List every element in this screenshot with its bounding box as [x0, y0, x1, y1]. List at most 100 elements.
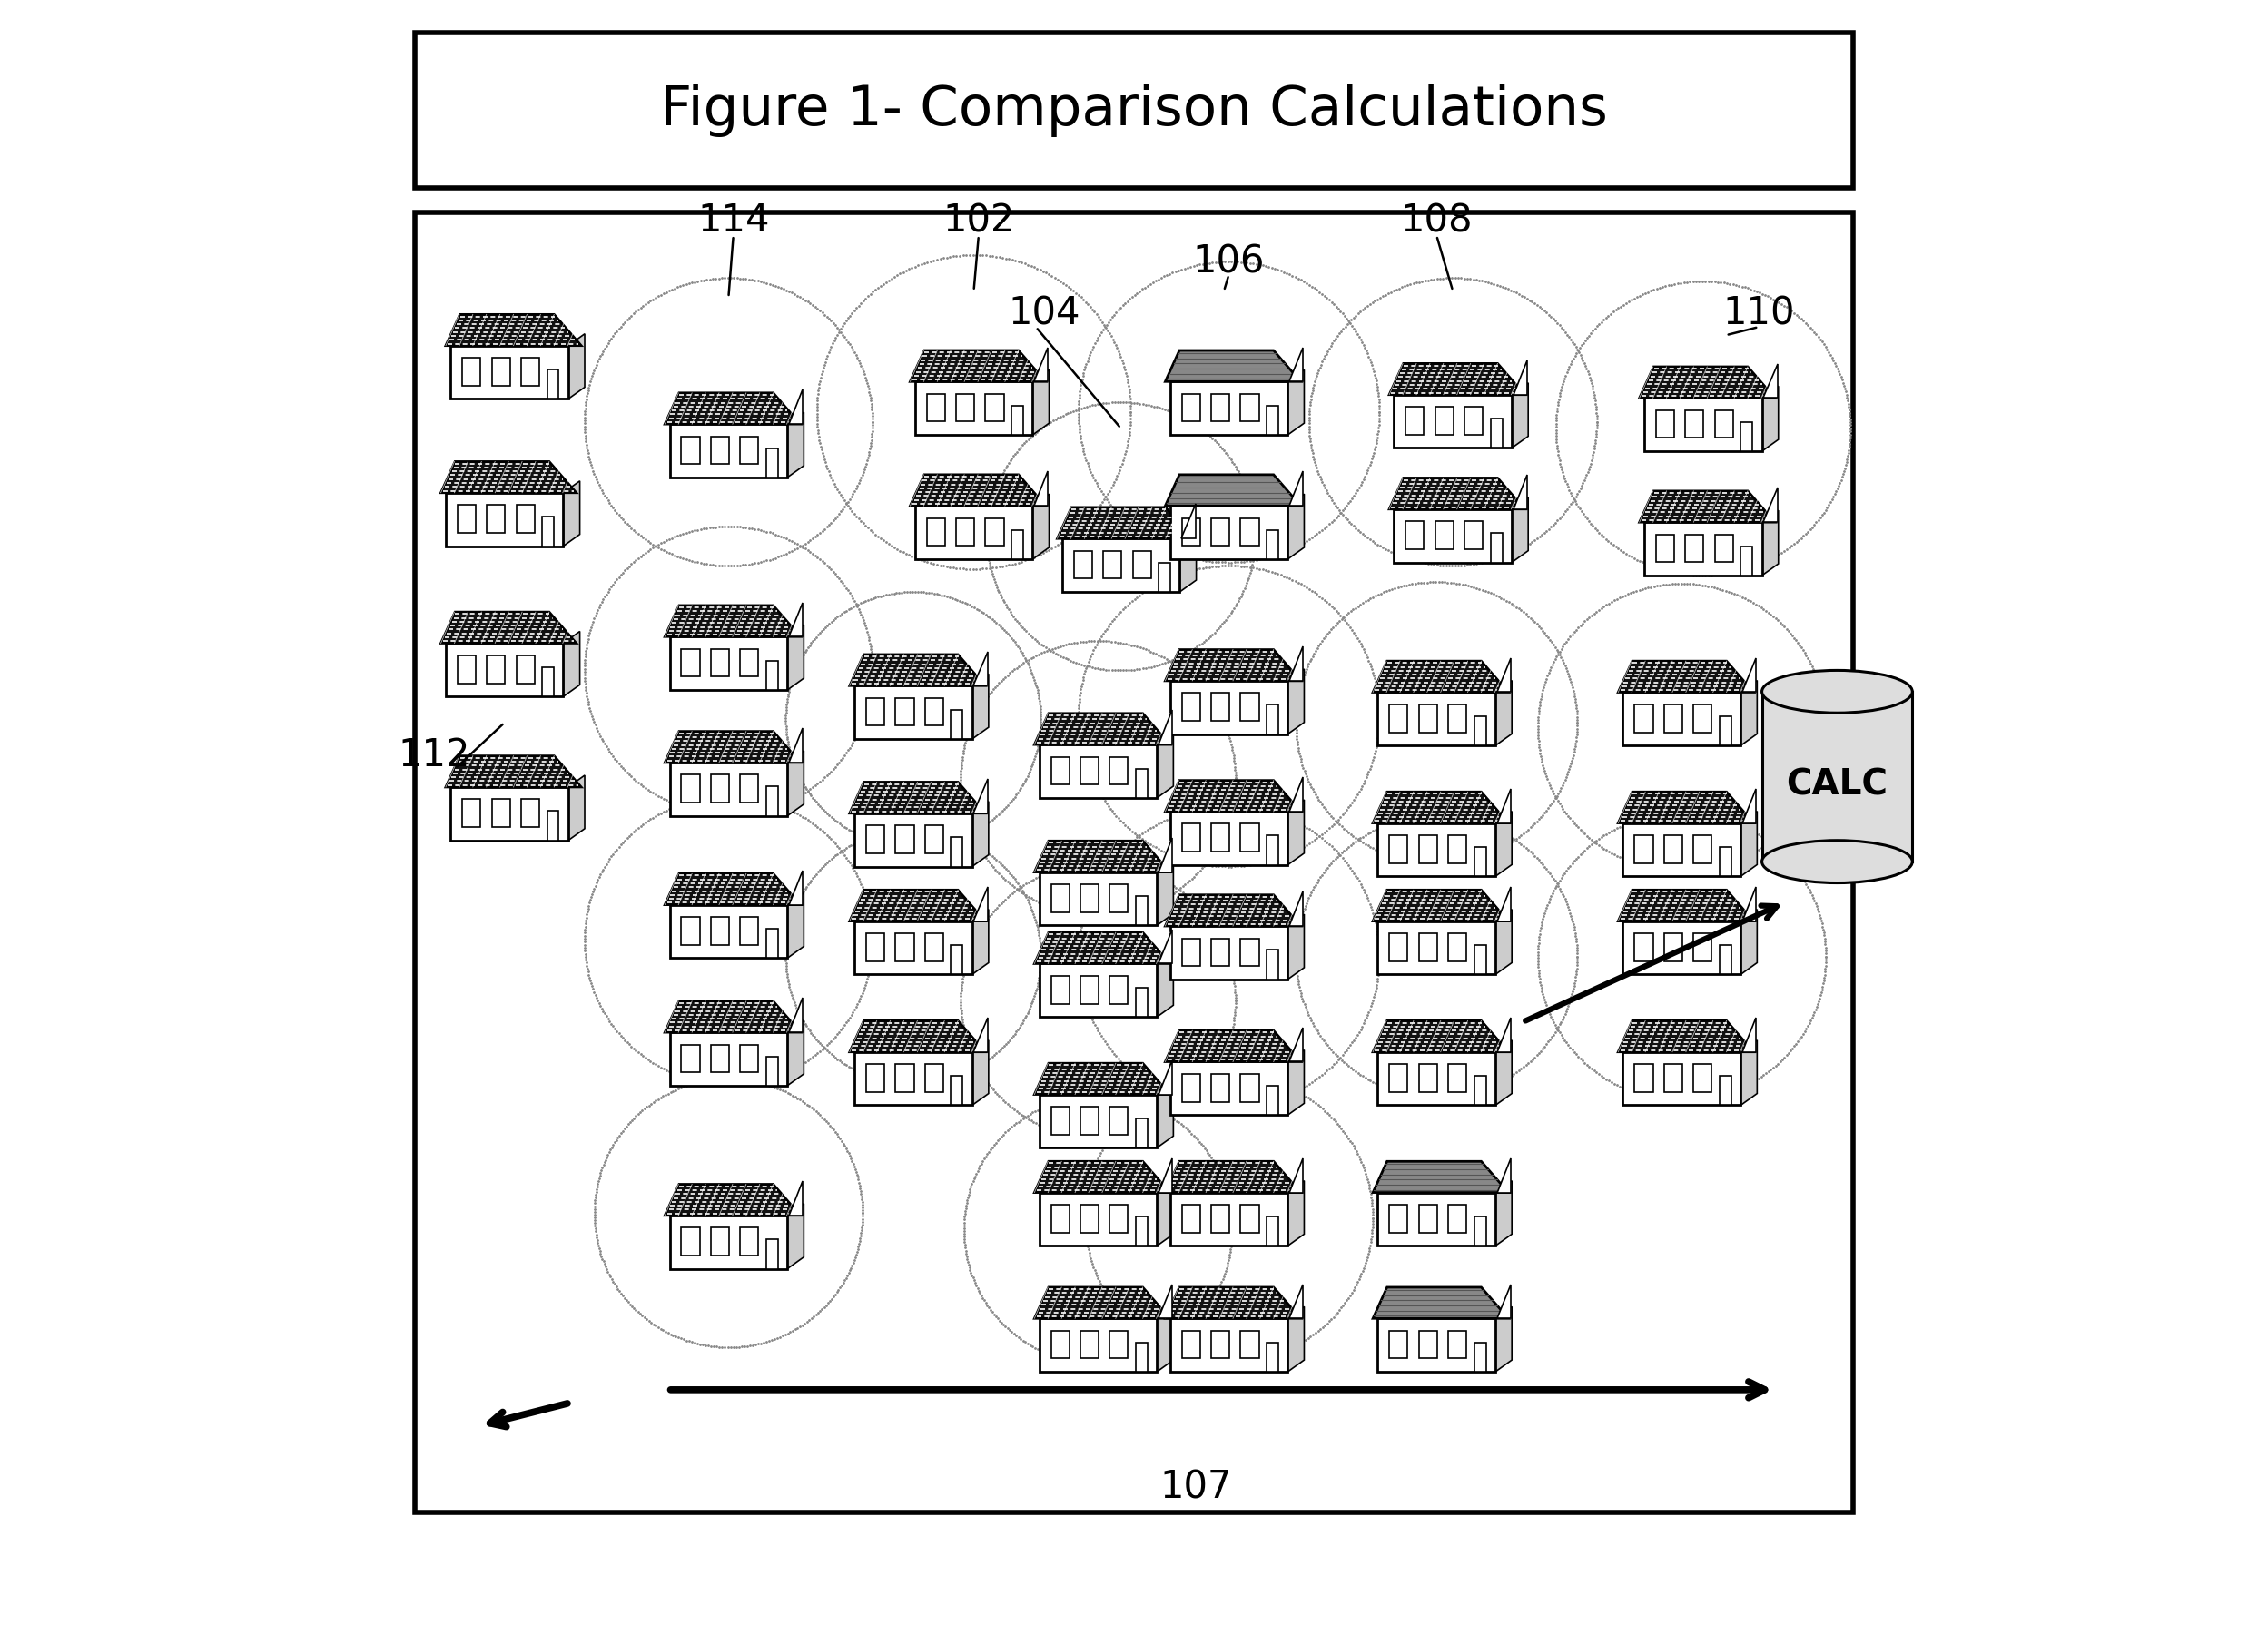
Bar: [767, 1056, 778, 1086]
Polygon shape: [562, 481, 581, 546]
Bar: [1080, 1107, 1098, 1135]
Bar: [1490, 533, 1501, 562]
Bar: [1449, 1064, 1467, 1092]
Polygon shape: [1495, 811, 1513, 876]
Polygon shape: [1157, 1306, 1173, 1372]
Bar: [1656, 535, 1674, 562]
Bar: [866, 1064, 885, 1092]
Bar: [1395, 508, 1513, 562]
Polygon shape: [909, 474, 1046, 505]
Bar: [1474, 716, 1486, 746]
Bar: [896, 934, 914, 961]
Polygon shape: [1372, 1020, 1508, 1051]
Polygon shape: [569, 775, 585, 840]
Bar: [1665, 705, 1683, 732]
Polygon shape: [1166, 350, 1300, 381]
Bar: [492, 358, 510, 386]
Polygon shape: [1166, 1161, 1300, 1192]
Bar: [1390, 1064, 1408, 1092]
Bar: [1474, 847, 1486, 876]
Bar: [925, 826, 943, 853]
Bar: [1039, 963, 1157, 1017]
Bar: [1241, 394, 1259, 422]
Bar: [1170, 1318, 1288, 1372]
Polygon shape: [1157, 1082, 1173, 1148]
Bar: [1624, 1051, 1740, 1105]
Bar: [1012, 530, 1023, 559]
Bar: [1080, 1205, 1098, 1233]
Bar: [1170, 1192, 1288, 1246]
Bar: [547, 370, 558, 399]
Bar: [1719, 945, 1730, 974]
Bar: [488, 656, 506, 683]
Bar: [1211, 1331, 1229, 1359]
Bar: [1050, 976, 1068, 1004]
Bar: [1420, 1331, 1438, 1359]
Polygon shape: [1034, 840, 1170, 871]
Bar: [1136, 988, 1148, 1017]
Bar: [987, 518, 1005, 546]
Bar: [1136, 1118, 1148, 1148]
Bar: [1050, 1107, 1068, 1135]
Bar: [1039, 871, 1157, 925]
Polygon shape: [1288, 891, 1304, 925]
Bar: [1170, 811, 1288, 865]
Bar: [1182, 1205, 1200, 1233]
Polygon shape: [973, 674, 989, 739]
Bar: [914, 381, 1032, 435]
Polygon shape: [850, 1020, 984, 1051]
Bar: [1465, 522, 1483, 549]
Polygon shape: [1495, 1180, 1513, 1246]
Bar: [866, 826, 885, 853]
Text: 110: 110: [1724, 294, 1794, 334]
Polygon shape: [1166, 649, 1300, 680]
Bar: [1694, 835, 1712, 863]
Polygon shape: [1159, 929, 1173, 963]
Bar: [739, 917, 758, 945]
Polygon shape: [1288, 1180, 1304, 1246]
Bar: [739, 775, 758, 803]
Bar: [1624, 822, 1740, 876]
Polygon shape: [787, 625, 803, 690]
Polygon shape: [1617, 661, 1753, 692]
Bar: [1136, 1342, 1148, 1372]
Bar: [680, 917, 699, 945]
Polygon shape: [1288, 1306, 1304, 1372]
Bar: [1109, 976, 1127, 1004]
Bar: [669, 1032, 787, 1086]
Bar: [463, 358, 481, 386]
Polygon shape: [1288, 914, 1304, 979]
Polygon shape: [665, 605, 801, 636]
Bar: [855, 1051, 973, 1105]
Bar: [1449, 835, 1467, 863]
Ellipse shape: [1762, 670, 1912, 713]
Polygon shape: [1288, 347, 1304, 381]
Polygon shape: [1513, 497, 1529, 562]
Bar: [1449, 1331, 1467, 1359]
Polygon shape: [789, 602, 803, 636]
Bar: [1436, 522, 1454, 549]
Bar: [492, 800, 510, 827]
Polygon shape: [1495, 1040, 1513, 1105]
Polygon shape: [1288, 1027, 1304, 1061]
Bar: [1715, 410, 1733, 438]
Bar: [896, 698, 914, 726]
Polygon shape: [447, 314, 581, 345]
Bar: [1420, 705, 1438, 732]
Text: 104: 104: [1007, 294, 1080, 334]
Polygon shape: [1372, 1161, 1508, 1192]
Polygon shape: [665, 392, 801, 423]
Bar: [680, 1045, 699, 1073]
Bar: [1109, 1107, 1127, 1135]
Bar: [1635, 934, 1653, 961]
Bar: [1182, 394, 1200, 422]
Bar: [1665, 934, 1683, 961]
Bar: [458, 505, 476, 533]
Polygon shape: [665, 1184, 801, 1215]
Bar: [957, 394, 975, 422]
Polygon shape: [1034, 713, 1170, 744]
Bar: [1624, 692, 1740, 746]
Bar: [542, 517, 553, 546]
Bar: [1241, 1074, 1259, 1102]
Bar: [463, 800, 481, 827]
